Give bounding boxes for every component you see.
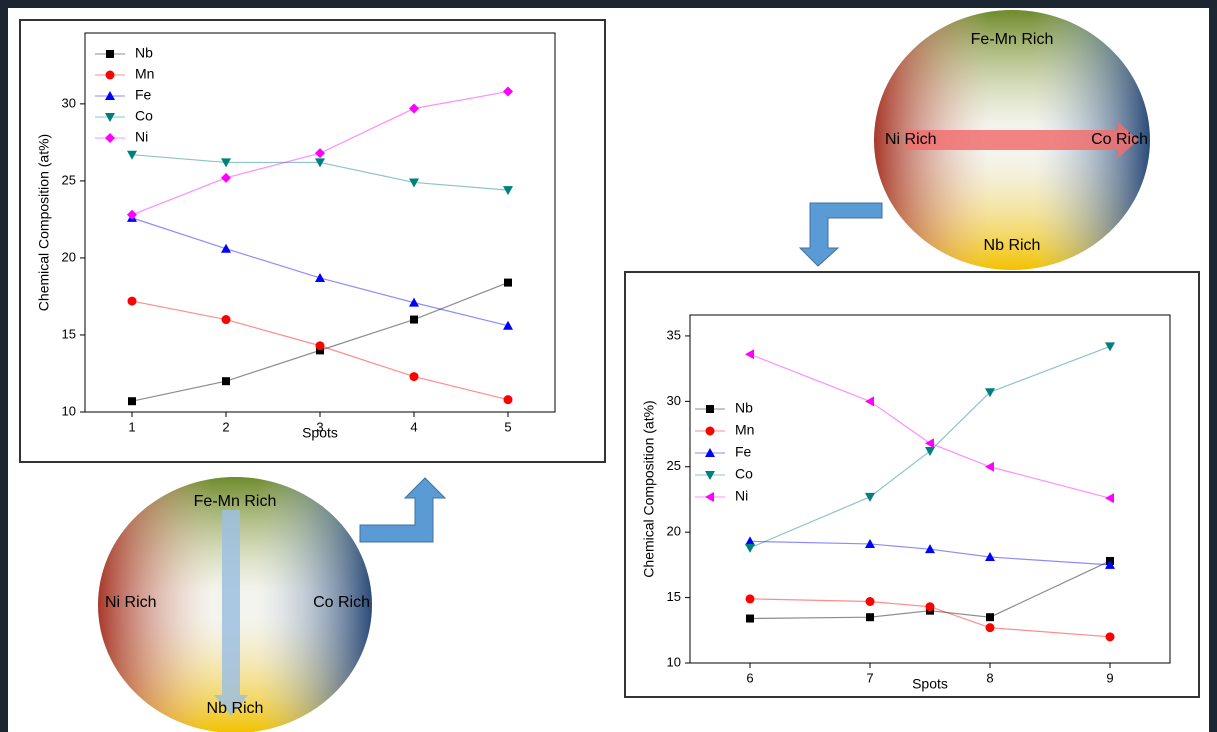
region-label: Ni Rich bbox=[105, 594, 157, 611]
y-tick-label: 15 bbox=[62, 326, 76, 341]
y-tick-label: 30 bbox=[667, 393, 681, 408]
legend-marker bbox=[706, 427, 715, 436]
legend-label: Ni bbox=[735, 488, 748, 504]
y-tick-label: 25 bbox=[62, 172, 76, 187]
region-label: Co Rich bbox=[313, 594, 370, 611]
marker bbox=[222, 377, 230, 385]
legend-marker bbox=[706, 405, 714, 413]
x-tick-label: 9 bbox=[1106, 670, 1113, 685]
legend-label: Mn bbox=[135, 66, 154, 82]
x-axis-label: Spots bbox=[912, 676, 948, 692]
marker bbox=[746, 594, 755, 603]
y-tick-label: 10 bbox=[62, 403, 76, 418]
legend-marker bbox=[106, 50, 114, 58]
region-label: Fe-Mn Rich bbox=[194, 493, 277, 510]
legend-marker bbox=[106, 71, 115, 80]
marker bbox=[316, 341, 325, 350]
x-tick-label: 7 bbox=[866, 670, 873, 685]
y-tick-label: 20 bbox=[62, 249, 76, 264]
marker bbox=[128, 297, 137, 306]
marker bbox=[1106, 632, 1115, 641]
marker bbox=[504, 279, 512, 287]
marker bbox=[410, 316, 418, 324]
x-tick-label: 6 bbox=[746, 670, 753, 685]
region-label: Co Rich bbox=[1091, 131, 1148, 148]
region-label: Fe-Mn Rich bbox=[971, 31, 1054, 48]
legend-label: Ni bbox=[135, 129, 148, 145]
chart-frame bbox=[20, 20, 605, 462]
x-tick-label: 5 bbox=[504, 419, 511, 434]
legend-label: Nb bbox=[735, 400, 753, 416]
region-label: Nb Rich bbox=[984, 237, 1041, 254]
marker bbox=[128, 397, 136, 405]
composition-circle: Fe-Mn Rich Ni Rich Co Rich Nb Rich bbox=[874, 10, 1150, 270]
composition-circle: Fe-Mn Rich Ni Rich Co Rich Nb Rich bbox=[98, 477, 372, 732]
y-axis-label: Chemical Composition (at%) bbox=[641, 400, 657, 577]
legend-label: Mn bbox=[735, 422, 754, 438]
marker bbox=[986, 623, 995, 632]
legend-label: Co bbox=[735, 466, 753, 482]
marker bbox=[866, 613, 874, 621]
y-tick-label: 20 bbox=[667, 524, 681, 539]
region-label: Nb Rich bbox=[207, 700, 264, 717]
y-tick-label: 15 bbox=[667, 589, 681, 604]
x-axis-label: Spots bbox=[302, 425, 338, 441]
chart-frame bbox=[625, 272, 1199, 697]
page: Fe-Mn Rich Ni Rich Co Rich Nb Rich Fe-Mn… bbox=[0, 0, 1217, 732]
region-label: Ni Rich bbox=[885, 131, 937, 148]
marker bbox=[746, 615, 754, 623]
marker bbox=[866, 597, 875, 606]
legend-label: Fe bbox=[135, 87, 152, 103]
marker bbox=[986, 613, 994, 621]
x-tick-label: 4 bbox=[410, 419, 417, 434]
legend-label: Fe bbox=[735, 444, 752, 460]
legend-label: Nb bbox=[135, 45, 153, 61]
marker bbox=[926, 602, 935, 611]
x-tick-label: 1 bbox=[128, 419, 135, 434]
x-tick-label: 2 bbox=[222, 419, 229, 434]
marker bbox=[410, 372, 419, 381]
x-tick-label: 8 bbox=[986, 670, 993, 685]
marker bbox=[504, 395, 513, 404]
y-axis-label: Chemical Composition (at%) bbox=[36, 134, 52, 311]
y-tick-label: 10 bbox=[667, 654, 681, 669]
y-tick-label: 30 bbox=[62, 95, 76, 110]
legend-label: Co bbox=[135, 108, 153, 124]
marker bbox=[222, 315, 231, 324]
y-tick-label: 25 bbox=[667, 458, 681, 473]
y-tick-label: 35 bbox=[667, 327, 681, 342]
figure: Fe-Mn Rich Ni Rich Co Rich Nb Rich Fe-Mn… bbox=[0, 0, 1217, 732]
